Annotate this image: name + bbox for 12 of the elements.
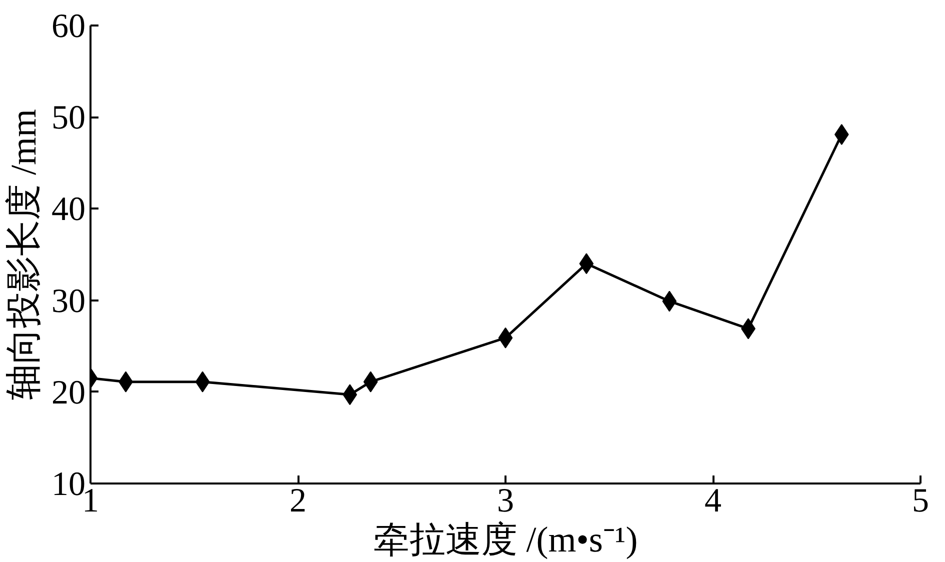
y-tick-label: 20 [52,374,86,412]
y-tick-label: 30 [52,282,86,320]
x-tick-label: 5 [912,482,929,520]
x-tick-label: 3 [497,482,514,520]
y-tick-label: 50 [52,100,86,137]
x-tick-label: 4 [704,482,722,520]
y-tick-label: 10 [52,466,86,503]
x-tick-label: 2 [290,482,306,520]
y-tick-label: 40 [52,191,86,228]
y-axis-title: 轴向投影长度 /mm [4,108,44,400]
y-tick-label: 60 [52,8,86,45]
x-axis-title: 牵拉速度 /(m•s⁻¹) [373,520,638,560]
